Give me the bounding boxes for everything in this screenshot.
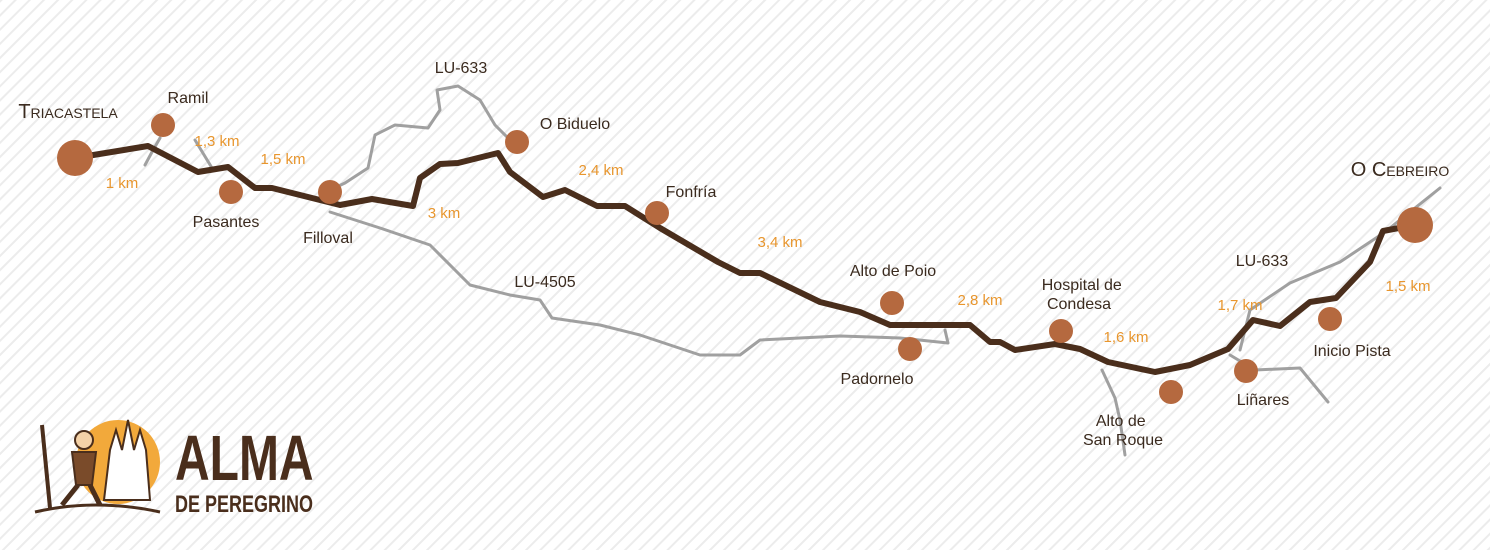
- stop-dot: [898, 337, 922, 361]
- road: [193, 138, 214, 170]
- road-label: LU-4505: [514, 274, 575, 291]
- logo-body: [70, 451, 98, 486]
- road: [1238, 186, 1442, 352]
- stop-dot: [151, 113, 175, 137]
- camino-route: [72, 143, 1418, 375]
- stop-dot: [505, 130, 529, 154]
- distance-label: 1,5 km: [1385, 278, 1430, 295]
- place-label: Filloval: [303, 230, 353, 247]
- logo-subtitle: DE PEREGRINO: [175, 492, 313, 518]
- distance-label: 1,7 km: [1217, 297, 1262, 314]
- stop-dot: [1318, 307, 1342, 331]
- place-label: Ramil: [168, 90, 209, 107]
- stops: [57, 113, 1433, 404]
- stop-dot: [1234, 359, 1258, 383]
- logo: ALMA DE PEREGRINO: [34, 419, 314, 518]
- stop-dot: [1049, 319, 1073, 343]
- place-label: Padornelo: [841, 371, 914, 388]
- road-label: LU-633: [435, 60, 488, 77]
- distance-label: 2,4 km: [578, 162, 623, 179]
- place-label: Triacastela: [18, 101, 118, 123]
- place-label: Fonfría: [666, 184, 717, 201]
- road-label: LU-633: [1236, 253, 1289, 270]
- stop-dot: [645, 201, 669, 225]
- stop-dot: [880, 291, 904, 315]
- road: [328, 84, 512, 192]
- stop-dot: [219, 180, 243, 204]
- stop-dot: [57, 140, 93, 176]
- road: [328, 210, 950, 357]
- place-label: Pasantes: [193, 214, 260, 231]
- place-label: Hospital de Condesa: [1042, 277, 1127, 313]
- label-line: Condesa: [1047, 296, 1111, 313]
- distance-label: 1,5 km: [260, 151, 305, 168]
- place-label: Inicio Pista: [1313, 343, 1390, 360]
- place-label: O Cebreiro: [1351, 159, 1450, 181]
- logo-title: ALMA: [175, 422, 314, 493]
- place-label: Alto de Poio: [850, 263, 936, 280]
- distance-label: 1,6 km: [1103, 329, 1148, 346]
- logo-legs: [60, 483, 103, 507]
- label-line: Alto de: [1096, 413, 1146, 430]
- place-labels: Triacastela Ramil Pasantes Filloval O Bi…: [18, 90, 1449, 449]
- distance-label: 3 km: [428, 205, 461, 222]
- road: [1100, 368, 1127, 457]
- distance-label: 1,3 km: [194, 133, 239, 150]
- distance-labels: 1 km 1,3 km 1,5 km 3 km 2,4 km 3,4 km 2,…: [106, 133, 1431, 346]
- distance-label: 1 km: [106, 175, 139, 192]
- road-labels: LU-633 LU-4505 LU-633: [435, 60, 1289, 291]
- label-line: Hospital de: [1042, 277, 1122, 294]
- place-label: O Biduelo: [540, 116, 610, 133]
- logo-head: [74, 430, 94, 450]
- distance-label: 2,8 km: [957, 292, 1002, 309]
- logo-staff: [40, 424, 52, 509]
- stop-dot: [1397, 207, 1433, 243]
- stop-dot: [318, 180, 342, 204]
- place-label: Liñares: [1237, 392, 1289, 409]
- place-label: Alto de San Roque: [1083, 413, 1163, 449]
- logo-cathedral: [102, 419, 152, 501]
- road: [143, 136, 162, 167]
- stop-dot: [1159, 380, 1183, 404]
- roads: [143, 84, 1442, 457]
- logo-ground: [34, 503, 161, 514]
- distance-label: 3,4 km: [757, 234, 802, 251]
- label-line: San Roque: [1083, 432, 1163, 449]
